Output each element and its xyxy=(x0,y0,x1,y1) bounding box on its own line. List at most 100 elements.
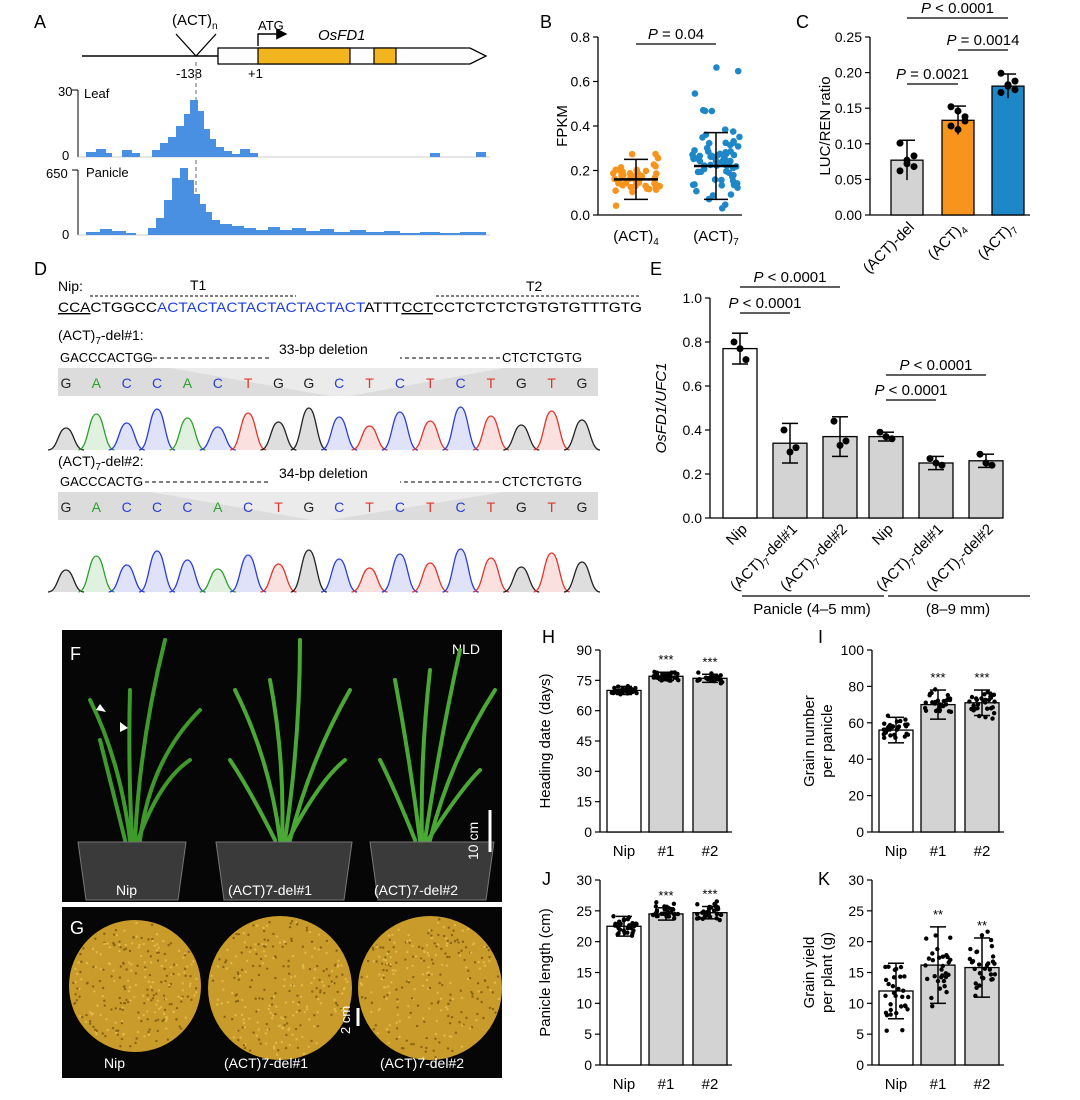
grain-speck xyxy=(333,1008,336,1011)
target-t2-label: T2 xyxy=(526,278,543,294)
b-point xyxy=(736,133,743,141)
i-point xyxy=(969,694,975,700)
k-xtick-label: #1 xyxy=(930,1076,947,1093)
grain-speck xyxy=(388,991,391,995)
j-ytick-label: 25 xyxy=(576,903,592,919)
trace-peak xyxy=(442,406,479,451)
grain-speck xyxy=(142,942,145,946)
panel-label-c: C xyxy=(796,12,809,32)
grain-speck xyxy=(299,1024,302,1027)
grain-speck xyxy=(335,975,338,978)
c-point xyxy=(947,103,955,111)
k-ytick-label: 10 xyxy=(848,995,864,1011)
j-point xyxy=(630,922,635,927)
h-ytick-label: 0 xyxy=(584,824,592,840)
panel-a: A (ACT)n ATG OsFD1 -138 +1 Leaf 30 0 Pan… xyxy=(34,12,490,242)
photo-g-label-nip: Nip xyxy=(104,1055,125,1071)
grain-speck xyxy=(80,978,83,981)
grain-speck xyxy=(175,963,178,967)
grain-speck xyxy=(360,975,363,979)
grain-speck xyxy=(405,1039,408,1042)
grain-speck xyxy=(106,1028,109,1032)
grain-speck xyxy=(240,1013,244,1017)
j-bar xyxy=(648,913,684,1066)
trace-peak xyxy=(412,420,449,451)
b-point xyxy=(718,176,725,184)
trace-peak xyxy=(78,555,115,593)
trace-base-letter: C xyxy=(182,499,192,515)
grain-speck xyxy=(170,1002,173,1006)
grain-speck xyxy=(294,1027,298,1031)
grain-speck xyxy=(189,982,192,985)
grain-speck xyxy=(261,962,265,965)
grain-speck xyxy=(192,960,195,963)
k-ytick-label: 20 xyxy=(848,934,864,950)
grain-speck xyxy=(255,952,258,956)
panel-f: F NLD 10 cm Nip (ACT)7-del#1 (ACT)7-del#… xyxy=(62,630,502,902)
h-sig-mark: *** xyxy=(702,654,717,669)
grain-speck xyxy=(385,1028,389,1031)
gene-name: OsFD1 xyxy=(318,27,366,44)
grain-speck xyxy=(453,939,457,943)
grain-speck xyxy=(210,974,213,978)
grain-speck xyxy=(245,959,249,963)
k-point xyxy=(992,961,997,966)
h-point xyxy=(651,673,656,679)
del1-left-seq: GACCCACTGG xyxy=(60,350,153,365)
grain-speck xyxy=(384,986,387,989)
grain-speck xyxy=(433,942,436,945)
i-point xyxy=(970,707,976,712)
grain-speck xyxy=(79,970,82,974)
trace-base-letter: C xyxy=(456,499,466,515)
trace-base-letter: T xyxy=(365,375,374,391)
k-point xyxy=(906,994,911,1000)
grain-speck xyxy=(235,932,238,936)
grain-speck xyxy=(292,984,295,988)
grain-speck xyxy=(248,950,252,954)
grain-speck xyxy=(162,1012,166,1015)
grain-speck xyxy=(449,982,452,985)
grain-speck xyxy=(183,967,187,971)
pot-del1 xyxy=(215,841,353,901)
k-point xyxy=(888,1007,893,1013)
grain-speck xyxy=(163,952,167,956)
grain-speck xyxy=(387,1030,390,1034)
k-point xyxy=(924,936,929,941)
k-point xyxy=(977,971,983,976)
grain-speck xyxy=(390,981,393,984)
grain-speck xyxy=(298,1009,301,1012)
grain-speck xyxy=(435,945,438,948)
k-point xyxy=(985,929,990,934)
trace-base-letter: C xyxy=(395,375,405,391)
trace-base-letter: C xyxy=(152,375,162,391)
grain-speck xyxy=(296,994,299,997)
grain-speck xyxy=(242,1044,246,1047)
k-point xyxy=(901,988,906,993)
grain-speck xyxy=(257,1038,261,1041)
grain-speck xyxy=(92,965,95,969)
leaf-label: Leaf xyxy=(84,86,110,101)
grain-speck xyxy=(325,939,329,943)
e-bar xyxy=(918,462,954,519)
grain-speck xyxy=(483,979,487,983)
grain-speck xyxy=(385,969,389,972)
grain-speck xyxy=(116,1029,120,1032)
grain-speck xyxy=(459,989,463,992)
grain-speck xyxy=(139,954,143,958)
k-point xyxy=(898,974,903,979)
grain-speck xyxy=(480,991,483,994)
grain-speck xyxy=(301,963,305,967)
k-point xyxy=(942,983,947,989)
grain-speck xyxy=(77,961,80,964)
grain-speck xyxy=(440,963,444,967)
grain-speck xyxy=(375,945,379,948)
grain-speck xyxy=(460,1010,463,1014)
grain-speck xyxy=(378,973,381,976)
c-point xyxy=(1011,77,1019,85)
grain-speck xyxy=(175,1006,179,1010)
grain-speck xyxy=(148,1028,151,1031)
grain-speck xyxy=(402,1047,405,1050)
e-point xyxy=(786,448,794,456)
k-point xyxy=(900,1027,905,1033)
b-pvalue-label: P = 0.04 xyxy=(648,26,704,43)
